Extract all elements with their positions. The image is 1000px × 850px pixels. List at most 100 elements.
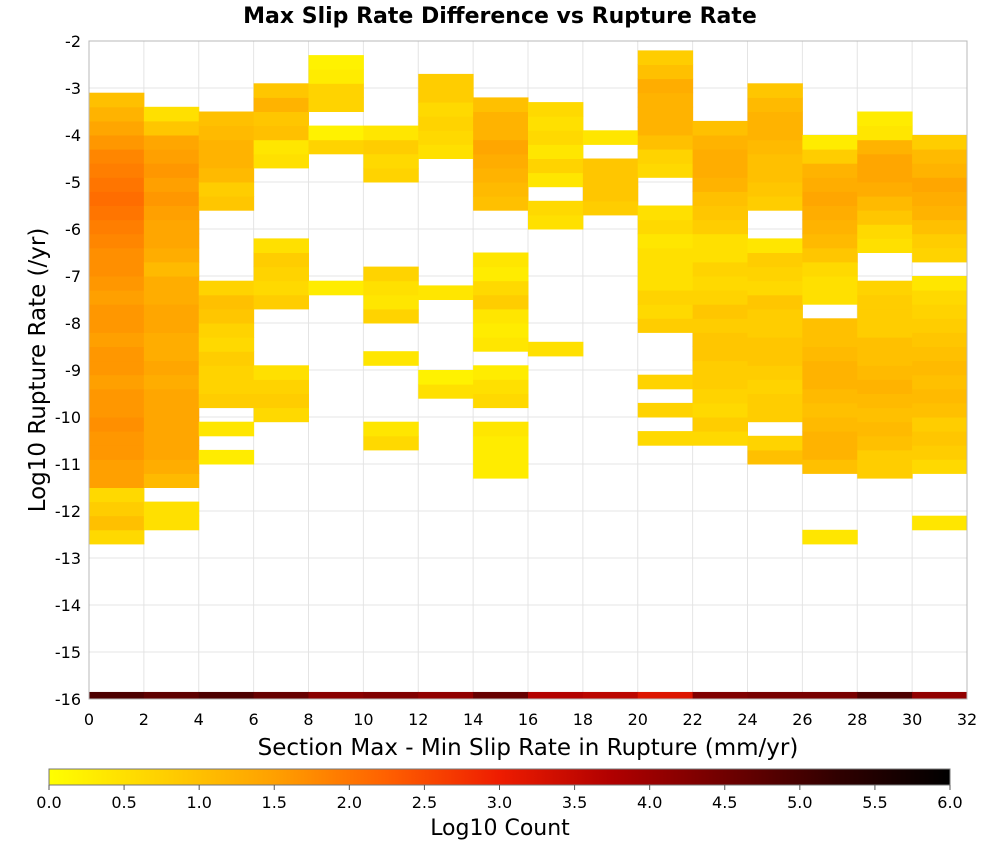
heatmap-cell — [308, 280, 364, 296]
heatmap-cell — [198, 294, 255, 310]
heatmap-cell — [418, 384, 474, 399]
heatmap-cell — [912, 191, 968, 206]
heatmap-cell — [912, 360, 968, 376]
heatmap-cell — [637, 318, 694, 333]
heatmap-cell — [857, 421, 913, 437]
heatmap-cell — [143, 346, 200, 362]
heatmap-cell — [912, 233, 968, 249]
heatmap-cell — [637, 163, 694, 178]
heatmap-cell — [912, 149, 968, 164]
heatmap-cell — [582, 172, 639, 188]
heatmap-cell — [89, 290, 145, 305]
heatmap-cell — [418, 130, 474, 145]
heatmap-cell — [253, 407, 309, 423]
heatmap-cell — [692, 177, 748, 192]
heatmap-cell — [747, 167, 803, 183]
heatmap-cell — [528, 144, 584, 159]
heatmap-cell — [637, 261, 694, 277]
heatmap-cell — [89, 332, 145, 347]
heatmap-cell — [747, 182, 803, 197]
heatmap-cell — [143, 501, 200, 517]
heatmap-cell — [912, 304, 968, 319]
y-tick-label: -11 — [55, 455, 81, 474]
heatmap-cell — [857, 379, 913, 394]
x-tick-label: 14 — [463, 710, 483, 729]
heatmap-cell — [747, 393, 803, 409]
heatmap-cell — [802, 417, 858, 432]
x-tick-label: 30 — [902, 710, 922, 729]
heatmap-cell — [143, 219, 200, 235]
x-tick-label: 6 — [249, 710, 259, 729]
heatmap-cell — [747, 337, 803, 352]
heatmap-cell — [89, 163, 145, 178]
heatmap-cell — [418, 144, 474, 159]
heatmap-cell — [89, 445, 145, 460]
heatmap-cell — [747, 435, 803, 451]
heatmap-cell — [857, 337, 913, 352]
heatmap-cell-bottom — [528, 691, 584, 699]
heatmap-cell — [418, 102, 474, 117]
heatmap-cell — [912, 374, 968, 390]
heatmap-cell — [747, 294, 803, 310]
heatmap-cell — [89, 261, 145, 277]
heatmap-cell — [912, 290, 968, 305]
heatmap-cell — [89, 177, 145, 192]
heatmap-cell — [418, 116, 474, 131]
colorbar-tick-label: 2.0 — [337, 793, 362, 812]
heatmap-cell — [473, 435, 529, 451]
heatmap-cell — [473, 111, 529, 127]
heatmap-cell-bottom — [857, 691, 913, 699]
heatmap-cell — [143, 247, 200, 263]
colorbar-tick-label: 0.0 — [36, 793, 61, 812]
heatmap-cell — [692, 247, 748, 263]
heatmap-cell — [143, 191, 200, 206]
heatmap-cell — [363, 266, 419, 282]
heatmap-cell — [143, 276, 200, 291]
heatmap-cell — [143, 261, 200, 277]
heatmap-cell — [802, 445, 858, 460]
heatmap-cell — [473, 464, 529, 479]
heatmap-cell — [912, 332, 968, 347]
y-tick-label: -12 — [55, 502, 81, 521]
heatmap-cell — [89, 276, 145, 291]
heatmap-cell-bottom — [692, 691, 748, 699]
y-axis-label: Log10 Rupture Rate (/yr) — [25, 228, 51, 513]
heatmap-cell — [89, 149, 145, 164]
heatmap-cell — [802, 360, 858, 376]
heatmap-cell — [637, 78, 694, 94]
colorbar-tick-label: 5.0 — [787, 793, 812, 812]
heatmap-cell — [857, 308, 913, 324]
heatmap-cell — [473, 294, 529, 310]
heatmap-cell — [473, 125, 529, 141]
heatmap-cell — [198, 111, 255, 127]
heatmap-cell — [89, 388, 145, 404]
heatmap-cell — [143, 106, 200, 122]
heatmap-cell — [143, 163, 200, 178]
heatmap-cell — [582, 130, 639, 145]
plot-border — [88, 40, 968, 700]
heatmap-cell-bottom — [143, 691, 200, 699]
heatmap-cell-bottom — [308, 691, 364, 699]
heatmap-cell — [912, 445, 968, 460]
heatmap-cell — [802, 177, 858, 192]
heatmap-cell — [912, 515, 968, 531]
heatmap-cell — [89, 247, 145, 263]
heatmap-cell — [143, 318, 200, 333]
heatmap-cell — [857, 294, 913, 310]
heatmap-cell — [308, 55, 364, 70]
heatmap-cell — [198, 280, 255, 296]
colorbar-tick-label: 4.5 — [712, 793, 737, 812]
heatmap-cell-bottom — [473, 691, 529, 699]
heatmap-cell — [418, 285, 474, 300]
heatmap-cell — [802, 219, 858, 235]
heatmap-cell — [253, 379, 309, 394]
heatmap-cell — [637, 50, 694, 65]
heatmap-cell — [253, 97, 309, 112]
y-tick-label: -16 — [55, 690, 81, 709]
heatmap-cell — [637, 276, 694, 291]
heatmap-cell — [198, 449, 255, 465]
heatmap-cell — [473, 379, 529, 394]
x-tick-label: 4 — [194, 710, 204, 729]
heatmap-cell — [692, 149, 748, 164]
heatmap-cell — [253, 294, 309, 310]
